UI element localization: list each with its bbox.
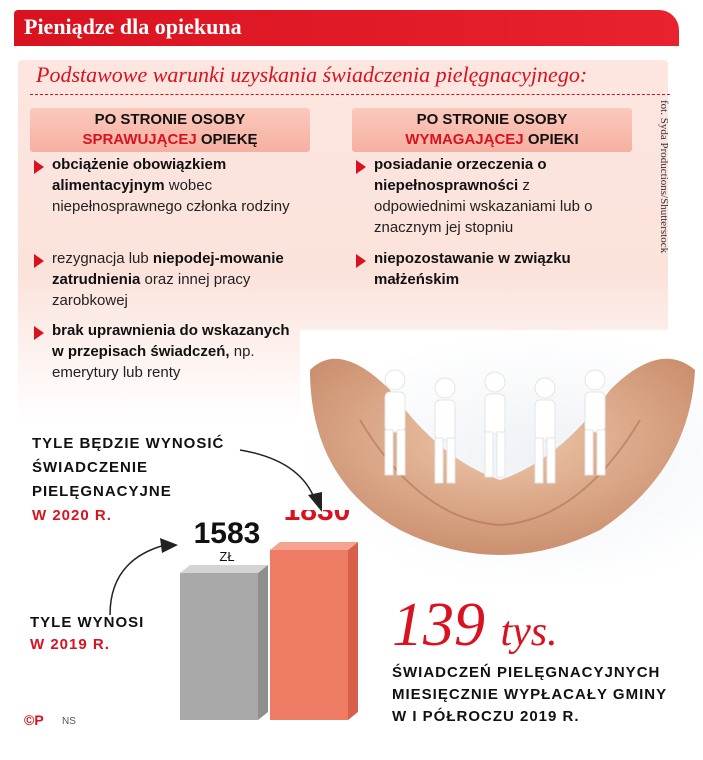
left-item-2-rest: oraz innej pracy zarobkowej — [52, 271, 251, 309]
stat-description: ŚWIADCZEŃ PIELĘGNACYJNYCH MIESIĘCZNIE WY… — [392, 664, 667, 725]
page-title: Pieniądze dla opiekuna — [24, 14, 242, 39]
left-item-3-rest: np. emerytury lub renty — [52, 343, 255, 381]
right-heading-highlight: wymagającej — [405, 131, 524, 148]
right-item-1-bold: posiadanie orzeczenia o niepełnosprawnoś… — [374, 156, 547, 194]
left-heading-highlight: sprawującej — [82, 131, 197, 148]
left-item-2: rezygnacja lub niepodej-mowanie zatrudni… — [52, 248, 302, 311]
arrow-2019-icon — [109, 544, 166, 616]
title-bar — [14, 10, 679, 46]
left-item-2-bold: niepodej-mowanie zatrudnienia — [52, 250, 284, 288]
bullet-arrow-icon — [34, 326, 44, 340]
right-item-2-bold: niepozostawanie w związku małżeńskim — [374, 250, 571, 288]
left-heading-line1: Po stronie osoby — [94, 111, 246, 128]
bar-value-label-2020: 1830 — [284, 510, 351, 527]
bar-2020 — [270, 542, 358, 720]
right-heading-tail: opieki — [527, 131, 579, 148]
left-heading-tail: opiekę — [200, 131, 258, 148]
arrow-2020-icon — [239, 449, 316, 501]
left-item-1-rest: wobec niepełnosprawnego członka rodziny — [52, 177, 290, 215]
label-2019-year: W 2019 R. — [30, 636, 110, 653]
left-column-heading: Po stronie osoby sprawującej opiekę — [30, 108, 310, 152]
bullet-arrow-icon — [356, 254, 366, 268]
label-2019: TYLE WYNOSI W 2019 R. — [30, 612, 144, 656]
publisher-logo: ©P — [24, 712, 44, 728]
divider — [30, 94, 670, 95]
bullet-arrow-icon — [34, 160, 44, 174]
subtitle: Podstawowe warunki uzyskania świadczenia… — [36, 62, 588, 87]
right-column-heading: Po stronie osoby wymagającej opieki — [352, 108, 632, 152]
bar-2019 — [180, 564, 268, 720]
arrow-2019-head-icon — [160, 538, 178, 553]
right-item-2: niepozostawanie w związku małżeńskim — [374, 248, 624, 290]
left-item-3: brak uprawnienia do wskazanych w przepis… — [52, 320, 302, 383]
hands-illustration — [310, 358, 695, 555]
left-item-3-bold: brak uprawnienia do wskazanych w przepis… — [52, 322, 290, 360]
label-2020: TYLE BĘDZIE WYNOSIĆ ŚWIADCZENIE PIELĘGNA… — [32, 432, 242, 528]
stat-value: 139 — [392, 591, 485, 659]
left-item-1-bold: obciążenie obowiązkiem alimentacyjnym — [52, 156, 227, 194]
bar-unit-label-2020: ZŁ — [309, 526, 324, 541]
label-2020-year: W 2020 R. — [32, 507, 112, 524]
right-item-1-rest: z odpowiednimi wskazaniami lub o znaczny… — [374, 177, 593, 236]
bar-value-label-2019: 1583 — [194, 517, 261, 550]
stat-number: 139 tys. — [392, 594, 558, 663]
left-item-2-pre: rezygnacja lub — [52, 250, 153, 267]
label-2019-text: TYLE WYNOSI — [30, 614, 145, 631]
right-item-1: posiadanie orzeczenia o niepełnosprawnoś… — [374, 154, 624, 238]
left-item-1: obciążenie obowiązkiem alimentacyjnym wo… — [52, 154, 302, 217]
arrow-2020-head-icon — [308, 492, 322, 512]
bullet-arrow-icon — [34, 254, 44, 268]
source-note: NS — [62, 716, 76, 727]
label-2020-text: TYLE BĘDZIE WYNOSIĆ ŚWIADCZENIE PIELĘGNA… — [32, 435, 225, 500]
bullet-arrow-icon — [356, 160, 366, 174]
right-heading-line1: Po stronie osoby — [416, 111, 568, 128]
bar-unit-label-2019: ZŁ — [219, 549, 234, 564]
stat-unit: tys. — [500, 609, 558, 655]
